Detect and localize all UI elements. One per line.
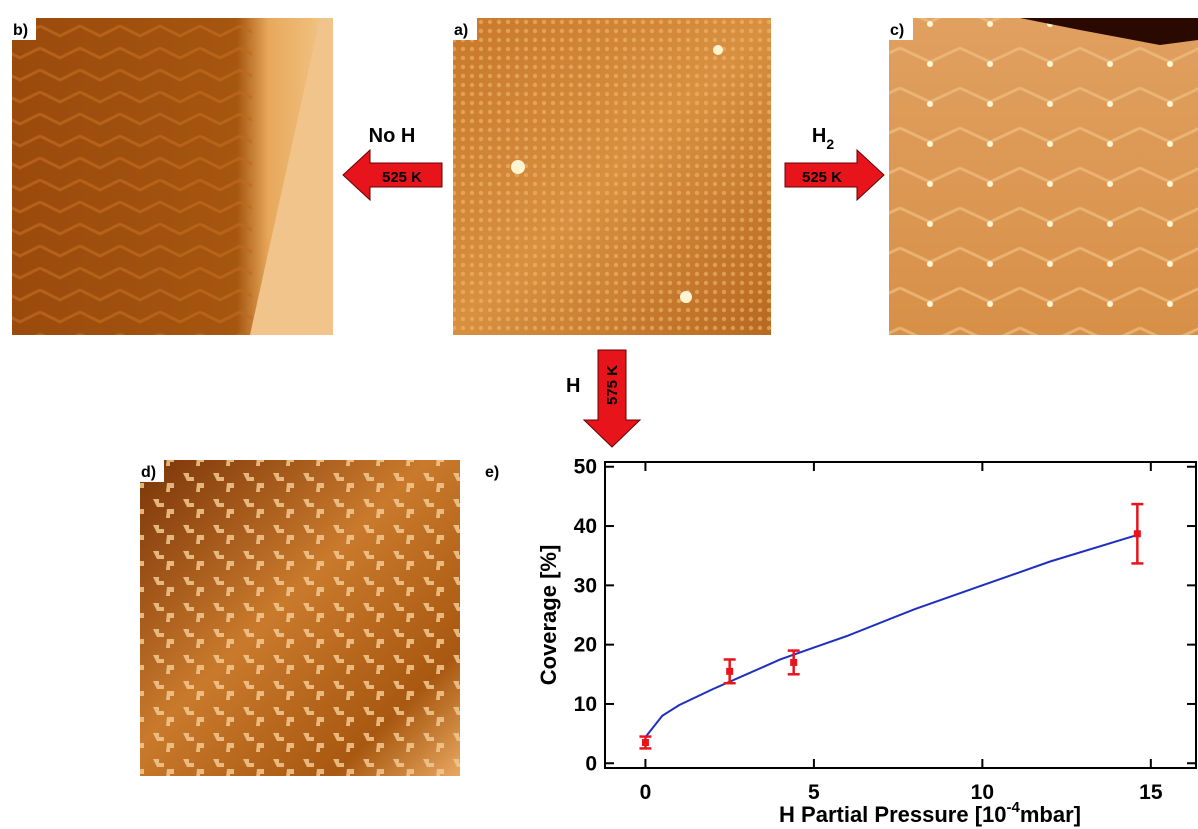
data-point xyxy=(642,739,649,746)
panel-label: e) xyxy=(485,464,499,481)
x-axis-label-text: H Partial Pressure [10 xyxy=(779,802,1006,827)
x-axis-label: H Partial Pressure [10-4mbar] xyxy=(779,799,1081,827)
panel-label: a) xyxy=(454,22,468,39)
x-axis-label-tail: mbar] xyxy=(1020,802,1081,827)
arrow-label-sub: 2 xyxy=(826,136,834,152)
panel-label: c) xyxy=(890,22,904,39)
arrow-label: H xyxy=(566,375,580,397)
arrow-temp: 525 K xyxy=(802,169,842,186)
y-tick-label: 10 xyxy=(574,693,597,716)
stm-image-c xyxy=(889,18,1198,335)
panel-label: d) xyxy=(141,464,156,481)
stm-image-d xyxy=(140,460,460,776)
chart: 0 10 20 30 40 50 0 5 10 15 H Partial Pressure [10-… xyxy=(536,456,1196,827)
data-point xyxy=(790,659,797,666)
data-point xyxy=(726,668,733,675)
y-tick-label: 20 xyxy=(574,634,597,657)
x-tick-label: 10 xyxy=(971,781,994,804)
stm-image-a xyxy=(453,18,771,335)
arrow-temp: 525 K xyxy=(382,169,422,186)
arrow-temp: 575 K xyxy=(604,365,621,405)
stm-image-b xyxy=(12,18,333,335)
y-tick-label: 0 xyxy=(585,752,597,775)
arrow-label: No H xyxy=(369,125,416,147)
arrow-label-main: H xyxy=(812,125,826,147)
x-axis-label-sup: -4 xyxy=(1007,799,1021,816)
figure: b) a) c) d) e) No H 525 K H2 525 K H 575… xyxy=(0,0,1198,829)
arrow-label: H2 xyxy=(812,125,834,152)
y-axis-label: Coverage [%] xyxy=(536,545,561,686)
y-tick-label: 50 xyxy=(574,456,597,479)
y-tick-label: 30 xyxy=(574,574,597,597)
x-tick-label: 0 xyxy=(640,781,652,804)
y-tick-label: 40 xyxy=(574,515,597,538)
x-tick-label: 15 xyxy=(1139,781,1163,804)
x-tick-label: 5 xyxy=(808,781,820,804)
fit-line xyxy=(645,535,1137,737)
panel-label: b) xyxy=(13,22,28,39)
data-point xyxy=(1134,530,1141,537)
